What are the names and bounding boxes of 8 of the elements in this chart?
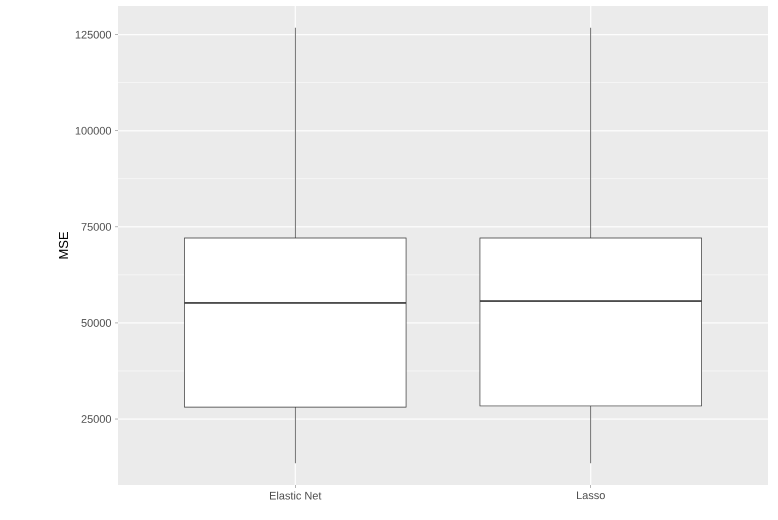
- x-tick-label: Lasso: [577, 492, 605, 500]
- y-tick-label: 100000: [76, 126, 112, 135]
- y-tick-label: 50000: [81, 319, 112, 327]
- y-axis-title: MSE: [58, 232, 68, 258]
- y-tick-label: 25000: [82, 415, 112, 423]
- y-tick-label: 125000: [76, 30, 112, 39]
- y-tick-label: 75000: [82, 222, 112, 231]
- x-tick-label: Elastic Net: [270, 492, 322, 500]
